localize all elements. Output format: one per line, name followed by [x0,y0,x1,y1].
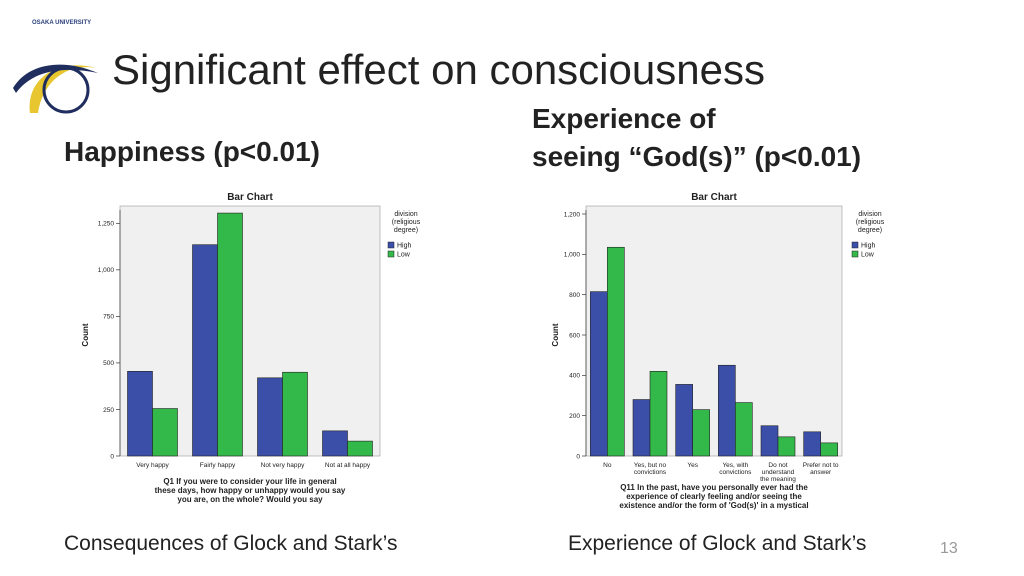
legend-title: (religious [856,219,885,226]
category-label: convictions [634,469,667,476]
bar-low [649,371,668,457]
bar-high [127,371,153,457]
legend-label-low: Low [861,252,875,259]
university-logo [13,64,98,114]
bar-high [192,244,218,457]
legend-title: (religious [392,219,421,226]
logo-university-name: OSAKA UNIVERSITY [32,20,92,26]
left-caption: Consequences of Glock and Stark’s [64,532,398,555]
y-tick-label: 1,000 [564,252,581,259]
legend-title: division [394,211,417,218]
logo-arc-navy [13,64,98,93]
legend-label-low: Low [397,252,411,259]
category-label: Not very happy [261,462,305,469]
bar-high [760,425,779,457]
category-label: Yes [687,462,698,469]
y-axis-label: Count [551,323,560,346]
y-tick-label: 1,200 [564,211,581,218]
x-axis-label: existence and/or the form of 'God(s)' in… [619,501,808,510]
bar-high [632,399,651,457]
legend-swatch-high [387,241,395,249]
category-label: answer [810,469,832,476]
y-tick-label: 800 [569,292,580,299]
right-caption: Experience of Glock and Stark’s [568,532,867,555]
legend-swatch-low [851,250,859,258]
category-label: Very happy [136,462,169,469]
bar-high [322,430,348,457]
bar-low [692,409,710,457]
logo-text: OSAKA UNIVERSITY [32,20,91,27]
page-number: 13 [940,540,958,557]
legend-title: degree) [394,227,418,234]
x-axis-label: these days, how happy or unhappy would y… [155,486,346,495]
y-tick-label: 0 [110,453,114,460]
right-heading: Experience of seeing “God(s)” (p<0.01) [532,100,861,176]
legend-title: degree) [858,227,882,234]
slide-title: Significant effect on consciousness [112,46,765,93]
category-label: No [603,462,612,469]
bar-high [675,384,693,457]
bar-low [347,440,373,457]
y-tick-label: 200 [569,413,580,420]
chart-happiness: Bar Chart 0 250 500 750 1,000 1,250 Count Very h… [81,192,421,504]
bar-high [718,364,736,457]
bar-high [590,291,608,457]
legend-label-high: High [397,243,412,250]
legend-swatch-low [387,250,395,258]
legend-label-high: High [861,243,876,250]
right-heading-line2: seeing “God(s)” (p<0.01) [532,141,862,172]
category-label: Yes, but no [634,462,667,469]
bar-low [282,371,308,457]
y-axis-label: Count [81,323,90,346]
y-tick-label: 0 [576,453,580,460]
category-label: Prefer not to [803,462,839,469]
category-label: understand [762,469,795,476]
y-tick-label: 1,250 [98,221,115,228]
category-label: Fairly happy [200,462,236,469]
x-axis-label: you are, on the whole? Would you say [177,495,323,504]
y-tick-label: 400 [569,373,580,380]
y-tick-label: 750 [103,314,114,321]
category-label: Yes, with [722,462,748,469]
chart-title: Bar Chart [691,192,737,203]
bar-low [607,246,625,457]
y-tick-label: 250 [103,407,114,414]
bar-high [257,377,283,457]
x-axis-label: Q11 In the past, have you personally eve… [620,483,808,492]
category-label: Not at all happy [325,462,371,469]
x-axis-label: way? [703,510,724,511]
chart-title: Bar Chart [227,192,273,203]
bar-low [820,442,838,457]
plot-area [585,205,843,457]
category-label: the meaning [760,476,796,483]
y-tick-label: 1,000 [98,267,115,274]
legend-swatch-high [851,241,859,249]
right-heading-line1: Experience of [532,103,716,134]
category-label: Do not [768,462,787,469]
bar-low [217,212,243,457]
category-label: convictions [719,469,752,476]
chart-seeing-gods: Bar Chart 0 200 400 600 800 1,000 1,200 Count No Y… [551,192,885,511]
x-axis-label: Q1 If you were to consider your life in … [163,477,336,486]
legend-title: division [858,211,881,218]
y-tick-label: 600 [569,332,580,339]
left-heading: Happiness (p<0.01) [64,136,320,167]
bar-low [777,436,796,457]
bar-low [735,402,753,457]
y-tick-label: 500 [103,360,114,367]
bar-low [152,408,178,457]
logo-circle [42,66,90,114]
x-axis-label: experience of clearly feeling and/or see… [626,492,802,501]
bar-high [803,431,821,457]
